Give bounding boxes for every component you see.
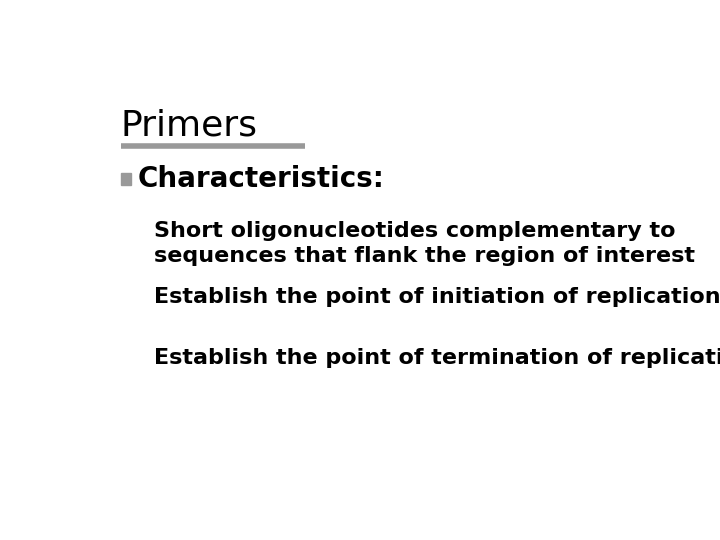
Text: Primers: Primers — [121, 109, 258, 143]
Bar — [121, 173, 131, 185]
Text: Characteristics:: Characteristics: — [138, 165, 384, 193]
Text: Establish the point of initiation of replication: Establish the point of initiation of rep… — [154, 287, 720, 307]
Text: Short oligonucleotides complementary to
sequences that flank the region of inter: Short oligonucleotides complementary to … — [154, 221, 696, 266]
Text: Establish the point of termination of replication: Establish the point of termination of re… — [154, 348, 720, 368]
